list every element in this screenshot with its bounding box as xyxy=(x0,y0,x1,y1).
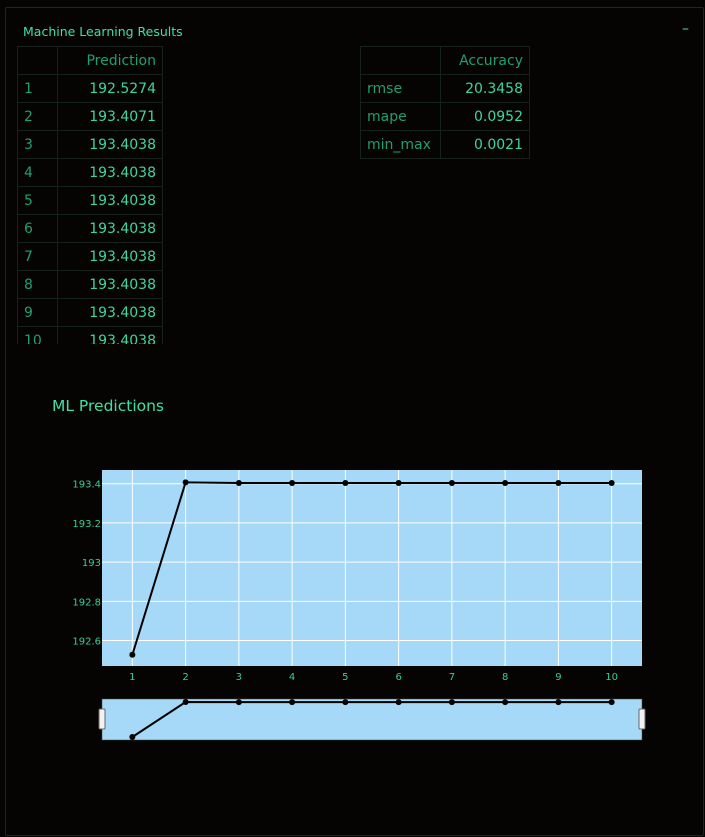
prediction-header: Prediction xyxy=(57,46,163,75)
data-point xyxy=(448,479,455,486)
row-index: 2 xyxy=(17,102,58,131)
prediction-value: 193.4038 xyxy=(57,158,163,187)
panel-title: Machine Learning Results xyxy=(23,24,183,39)
y-tick-label: 192.6 xyxy=(72,637,101,648)
metric-name: rmse xyxy=(360,74,441,103)
prediction-value: 193.4038 xyxy=(57,298,163,327)
range-slider-point xyxy=(129,734,136,740)
range-slider-point xyxy=(342,699,349,706)
x-tick-label: 2 xyxy=(182,672,188,683)
plot-area xyxy=(102,470,642,666)
prediction-value: 193.4071 xyxy=(57,102,163,131)
y-tick-label: 193 xyxy=(82,558,101,569)
range-slider-point xyxy=(555,699,562,706)
x-tick-label: 7 xyxy=(449,672,455,683)
table-row: 9 193.4038 xyxy=(17,298,163,327)
x-tick-label: 1 xyxy=(129,672,135,683)
x-tick-label: 8 xyxy=(502,672,508,683)
range-slider[interactable] xyxy=(101,698,643,741)
range-slider-point xyxy=(289,699,296,706)
predictions-table: Prediction 1 192.5274 2 193.4071 3 193.4038 4 1… xyxy=(17,46,163,344)
y-tick-label: 193.2 xyxy=(72,519,101,530)
y-tick-label: 193.4 xyxy=(72,480,101,491)
range-slider-point xyxy=(235,699,242,706)
data-point xyxy=(129,651,136,658)
index-header xyxy=(17,46,58,75)
x-tick-label: 6 xyxy=(395,672,401,683)
range-slider-point xyxy=(608,699,615,706)
data-point xyxy=(395,479,402,486)
range-slider-left-handle[interactable] xyxy=(98,708,106,730)
accuracy-header: Accuracy xyxy=(440,46,530,75)
data-point xyxy=(235,479,242,486)
prediction-value: 193.4038 xyxy=(57,130,163,159)
x-tick-label: 10 xyxy=(605,672,618,683)
collapse-button[interactable]: – xyxy=(682,21,689,37)
range-slider-line xyxy=(131,700,612,738)
table-row: 10 193.4038 xyxy=(17,326,163,344)
data-point xyxy=(555,479,562,486)
data-point xyxy=(182,479,189,486)
x-tick-label: 5 xyxy=(342,672,348,683)
y-tick-label: 192.8 xyxy=(72,597,101,608)
table-row: 6 193.4038 xyxy=(17,214,163,243)
x-tick-label: 4 xyxy=(289,672,295,683)
row-index: 6 xyxy=(17,214,58,243)
table-row: 2 193.4071 xyxy=(17,102,163,131)
table-row: min_max 0.0021 xyxy=(360,130,530,159)
table-row: 8 193.4038 xyxy=(17,270,163,299)
prediction-value: 192.5274 xyxy=(57,74,163,103)
metric-value: 20.3458 xyxy=(440,74,530,103)
data-point xyxy=(608,479,615,486)
table-row: rmse 20.3458 xyxy=(360,74,530,103)
x-tick-label: 9 xyxy=(555,672,561,683)
range-slider-point xyxy=(502,699,509,706)
table-row: 4 193.4038 xyxy=(17,158,163,187)
accuracy-table: Accuracy rmse 20.3458 mape 0.0952 min_max 0.0… xyxy=(360,46,530,159)
predictions-table-scroll[interactable]: Prediction 1 192.5274 2 193.4071 3 193.4038 4 1… xyxy=(17,46,163,344)
prediction-value: 193.4038 xyxy=(57,214,163,243)
data-point xyxy=(502,479,509,486)
range-slider-point xyxy=(395,699,402,706)
data-point xyxy=(342,479,349,486)
range-slider-point xyxy=(448,699,455,706)
range-slider-right-handle[interactable] xyxy=(638,708,646,730)
metric-value: 0.0021 xyxy=(440,130,530,159)
range-slider-point xyxy=(182,699,189,705)
data-point xyxy=(289,479,296,486)
prediction-value: 193.4038 xyxy=(57,270,163,299)
prediction-value: 193.4038 xyxy=(57,242,163,271)
prediction-value: 193.4038 xyxy=(57,326,163,344)
chart-title: ML Predictions xyxy=(52,397,165,415)
metric-name: min_max xyxy=(360,130,441,159)
table-row: 7 193.4038 xyxy=(17,242,163,271)
x-tick-label: 3 xyxy=(236,672,242,683)
series-line xyxy=(131,481,612,656)
row-index: 7 xyxy=(17,242,58,271)
